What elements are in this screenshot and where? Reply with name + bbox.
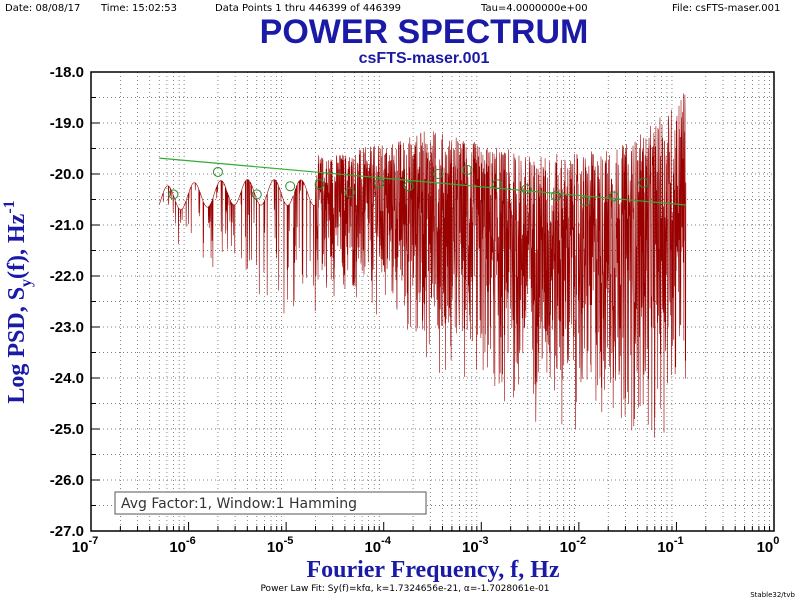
octave-average-point (432, 169, 443, 179)
x-tick-label: 10-2 (560, 535, 586, 556)
signature-text: Stable32/tvb (750, 591, 795, 599)
x-tick-labels: 10-7 10-6 10-5 10-4 10-3 10-2 10-1 100 (72, 535, 780, 556)
y-tick-label: -25.0 (50, 421, 84, 438)
header-date: Date: 08/08/17 (5, 3, 80, 14)
annotation-box (114, 491, 427, 515)
power-law-fit-text: Power Law Fit: Sy(f)=kfα, k=1.7324656e-2… (260, 584, 549, 594)
x-tick-label: 100 (757, 535, 780, 556)
y-tick-label: -22.0 (50, 268, 84, 285)
y-tick-label: -21.0 (50, 217, 84, 234)
octave-average-point (374, 178, 385, 189)
octave-average-series (168, 164, 649, 207)
power-law-fit-series (159, 157, 686, 206)
octave-average-point (212, 166, 223, 177)
power-law-fit-line (159, 157, 686, 206)
x-tick-label: 10-4 (364, 535, 391, 556)
y-tick-label: -27.0 (50, 523, 84, 540)
x-tick-label: 10-1 (657, 535, 683, 556)
octave-average-point (580, 196, 591, 207)
x-tick-label: 10-7 (72, 535, 98, 556)
y-tick-label: -24.0 (50, 370, 84, 387)
octave-average-point (609, 191, 620, 202)
y-tick-label: -18.0 (50, 64, 84, 81)
octave-average-point (168, 189, 179, 200)
y-tick-label: -19.0 (50, 115, 84, 132)
octave-average-point (638, 177, 649, 188)
header-points: Data Points 1 thru 446399 of 446399 (215, 3, 401, 14)
octave-average-point (251, 189, 262, 200)
header-file: File: csFTS-maser.001 (672, 3, 780, 14)
octave-average-point (521, 184, 532, 195)
chart-subtitle: csFTS-maser.001 (359, 50, 490, 67)
chart-title: POWER SPECTRUM (260, 13, 589, 51)
x-tick-label: 10-6 (169, 535, 195, 556)
header-tau: Tau=4.0000000e+00 (480, 3, 588, 14)
x-axis-label: Fourier Frequency, f, Hz (306, 557, 559, 583)
annotation-text: Avg Factor:1, Window:1 Hamming (121, 496, 357, 512)
y-axis-label: Log PSD, Sy(f), Hz-1 (1, 200, 35, 403)
y-tick-labels: -18.0 -19.0 -20.0 -21.0 -22.0 -23.0 -24.0 -25.0… (50, 64, 84, 540)
y-tick-label: -20.0 (50, 166, 84, 183)
tick-marks (90, 71, 771, 532)
y-tick-label: -23.0 (50, 319, 84, 336)
header-time: Time: 15:02:53 (100, 3, 177, 14)
octave-average-point (492, 179, 503, 190)
y-tick-label: -26.0 (50, 472, 84, 489)
octave-average-point (314, 179, 325, 190)
octave-average-point (344, 187, 355, 198)
octave-average-point (285, 181, 296, 192)
x-tick-label: 10-3 (462, 535, 488, 556)
octave-average-point (550, 190, 561, 201)
octave-average-point (462, 164, 473, 175)
x-tick-label: 10-5 (267, 535, 293, 556)
octave-average-point (403, 181, 414, 192)
